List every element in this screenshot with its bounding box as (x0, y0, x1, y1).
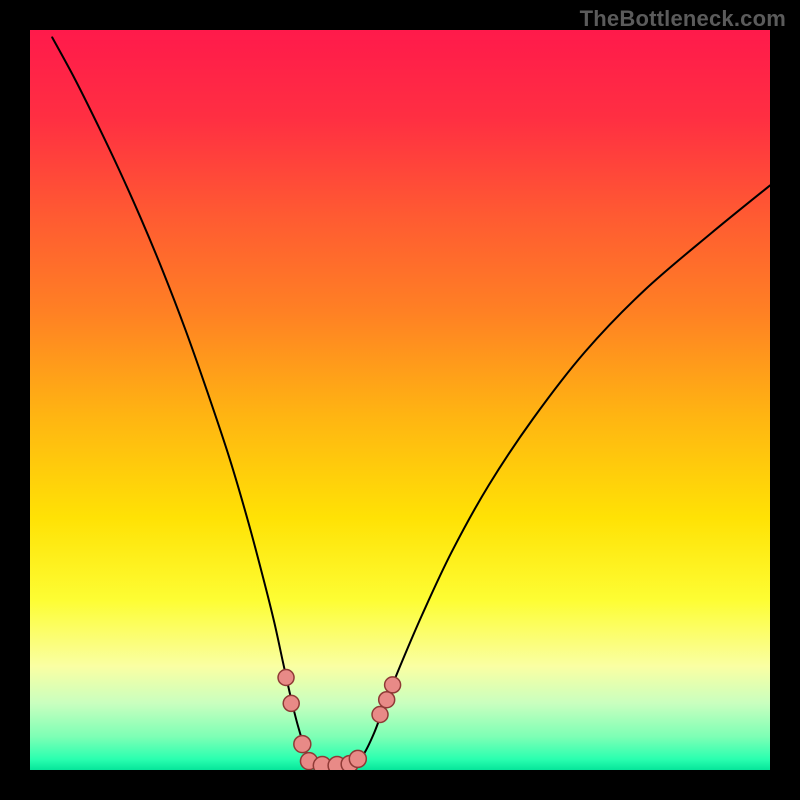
curve-marker (349, 750, 366, 767)
curve-marker (379, 692, 395, 708)
plot-area (30, 30, 770, 770)
curve-marker (278, 670, 294, 686)
v-curve (52, 37, 770, 766)
watermark-text: TheBottleneck.com (580, 6, 786, 32)
curve-marker (283, 695, 299, 711)
curve-marker (372, 707, 388, 723)
chart-outer: TheBottleneck.com (0, 0, 800, 800)
curve-marker (385, 677, 401, 693)
curve-overlay (30, 30, 770, 770)
curve-marker (294, 736, 311, 753)
